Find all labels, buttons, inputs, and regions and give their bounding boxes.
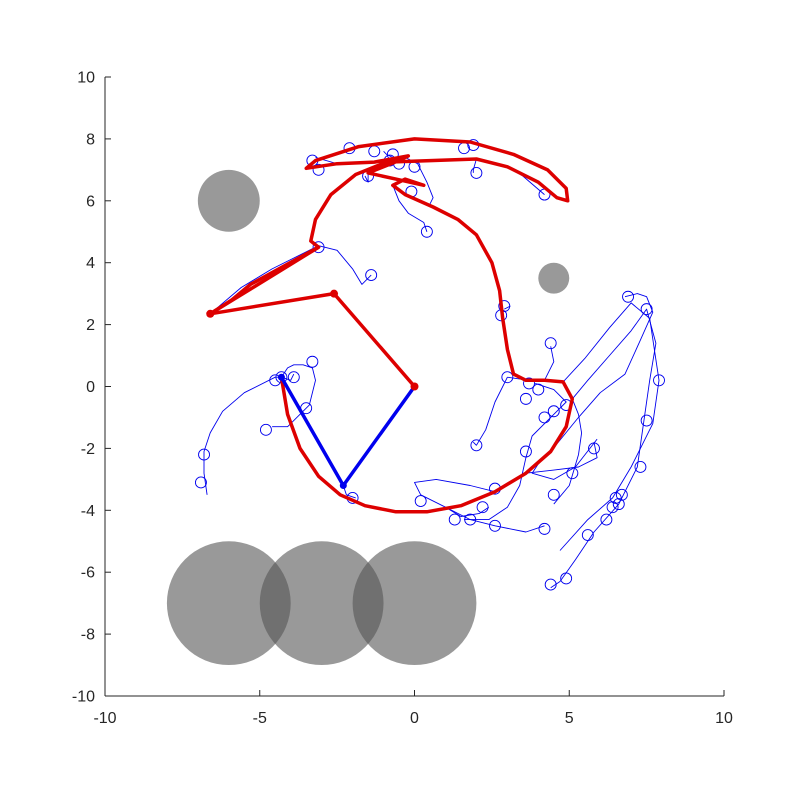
y-tick-label-11: 10	[77, 70, 95, 87]
obstacles-layer	[166, 169, 570, 666]
sample-marker-29	[501, 371, 514, 384]
x-tick-label-2: -5	[253, 710, 267, 727]
sample-marker-3	[259, 423, 272, 436]
y-tick-label-2: -8	[81, 627, 95, 644]
sample-marker-59	[581, 529, 594, 542]
sample-marker-47	[566, 467, 579, 480]
sample-marker-44	[489, 519, 501, 532]
initial-arm-joint-2	[277, 373, 285, 381]
initial-arm-joint-1	[339, 482, 347, 490]
sample-marker-31	[519, 392, 532, 405]
sample-marker-49	[622, 290, 635, 303]
sample-marker-45	[538, 522, 551, 535]
sample-marker-7	[198, 448, 210, 461]
end-effector-path-layer	[208, 137, 575, 514]
sample-marker-10	[365, 269, 378, 282]
sample-marker-52	[640, 414, 653, 427]
sample-marker-1	[306, 355, 319, 368]
final-arm-joint-3	[206, 309, 215, 318]
x-tick-label-5: 10	[715, 710, 733, 727]
trajectory-line-15	[525, 442, 598, 474]
trajectory-line-18	[392, 185, 428, 232]
sample-marker-37	[519, 445, 532, 458]
x-tick-label-1: -10	[93, 710, 116, 727]
trajectory-line-6	[414, 478, 545, 533]
trajectory-line-4	[209, 245, 372, 315]
trajectory-line-1	[272, 364, 316, 428]
trajectory-line-19	[364, 172, 369, 183]
sample-marker-48	[588, 442, 600, 455]
sample-marker-40	[448, 513, 461, 526]
sample-marker-38	[470, 439, 483, 452]
sample-marker-16	[368, 145, 381, 158]
sample-marker-33	[544, 337, 557, 350]
initial-arm	[279, 376, 416, 488]
sample-marker-5	[287, 371, 300, 384]
sample-marker-46	[547, 488, 560, 501]
trajectory-line-9	[559, 302, 660, 551]
final-arm-joint-1	[410, 382, 419, 391]
sample-marker-25	[470, 166, 483, 179]
sample-marker-51	[653, 374, 665, 387]
sample-marker-54	[615, 488, 628, 501]
arm-configurations	[206, 245, 419, 490]
obstacle-circle-5	[352, 541, 477, 666]
sample-marker-34	[538, 411, 551, 424]
final-arm-joint-2	[330, 289, 339, 298]
y-tick-label-4: -4	[81, 503, 95, 520]
obstacle-circle-2	[538, 262, 570, 294]
y-tick-label-6: 0	[86, 379, 95, 396]
sample-marker-22	[420, 225, 433, 238]
sample-marker-58	[600, 513, 613, 526]
sample-marker-42	[476, 501, 489, 514]
sample-marker-27	[498, 300, 511, 312]
y-tick-label-7: 2	[86, 317, 95, 334]
sample-marker-53	[634, 461, 647, 473]
trajectory-line-2	[203, 376, 282, 495]
sample-marker-61	[544, 578, 557, 591]
trajectory-line-7	[550, 293, 654, 452]
x-tick-label-4: 5	[565, 710, 574, 727]
obstacle-circle-4	[259, 541, 384, 666]
end-effector-path	[208, 137, 575, 514]
final-arm	[209, 291, 416, 388]
sample-marker-11	[312, 241, 325, 254]
sample-markers	[194, 139, 665, 591]
sample-marker-32	[532, 383, 545, 396]
sample-marker-56	[609, 491, 622, 504]
y-tick-label-3: -6	[81, 565, 95, 582]
obstacle-circle-1	[197, 169, 260, 232]
sample-marker-57	[606, 501, 619, 514]
y-tick-label-5: -2	[81, 441, 95, 458]
sample-marker-39	[414, 495, 427, 507]
trajectory-line-17	[445, 506, 490, 517]
y-tick-label-9: 6	[86, 193, 95, 210]
trajectory-line-22	[472, 158, 477, 173]
x-tick-label-3: 0	[410, 710, 419, 727]
sample-marker-13	[312, 163, 325, 176]
trajectory-line-13	[472, 376, 508, 446]
trajectory-line-8	[550, 308, 657, 589]
sampled-trajectories	[203, 150, 660, 589]
sample-marker-60	[560, 572, 573, 585]
sample-marker-50	[640, 303, 653, 316]
sample-marker-55	[612, 498, 625, 511]
sample-marker-35	[547, 405, 560, 418]
trajectory-line-14	[553, 398, 583, 505]
final-arm-link-3	[209, 245, 320, 316]
sample-marker-8	[194, 476, 207, 489]
sample-marker-41	[464, 513, 477, 526]
y-tick-label-1: -10	[72, 689, 95, 706]
y-tick-label-8: 4	[86, 255, 95, 272]
axes: -10 -5 0 5 10 -10 -8 -6 -4 -2 0 2 4 6 8 10	[72, 70, 733, 728]
sample-marker-30	[523, 377, 535, 390]
y-tick-label-10: 8	[86, 131, 95, 148]
obstacle-circle-3	[166, 541, 291, 666]
